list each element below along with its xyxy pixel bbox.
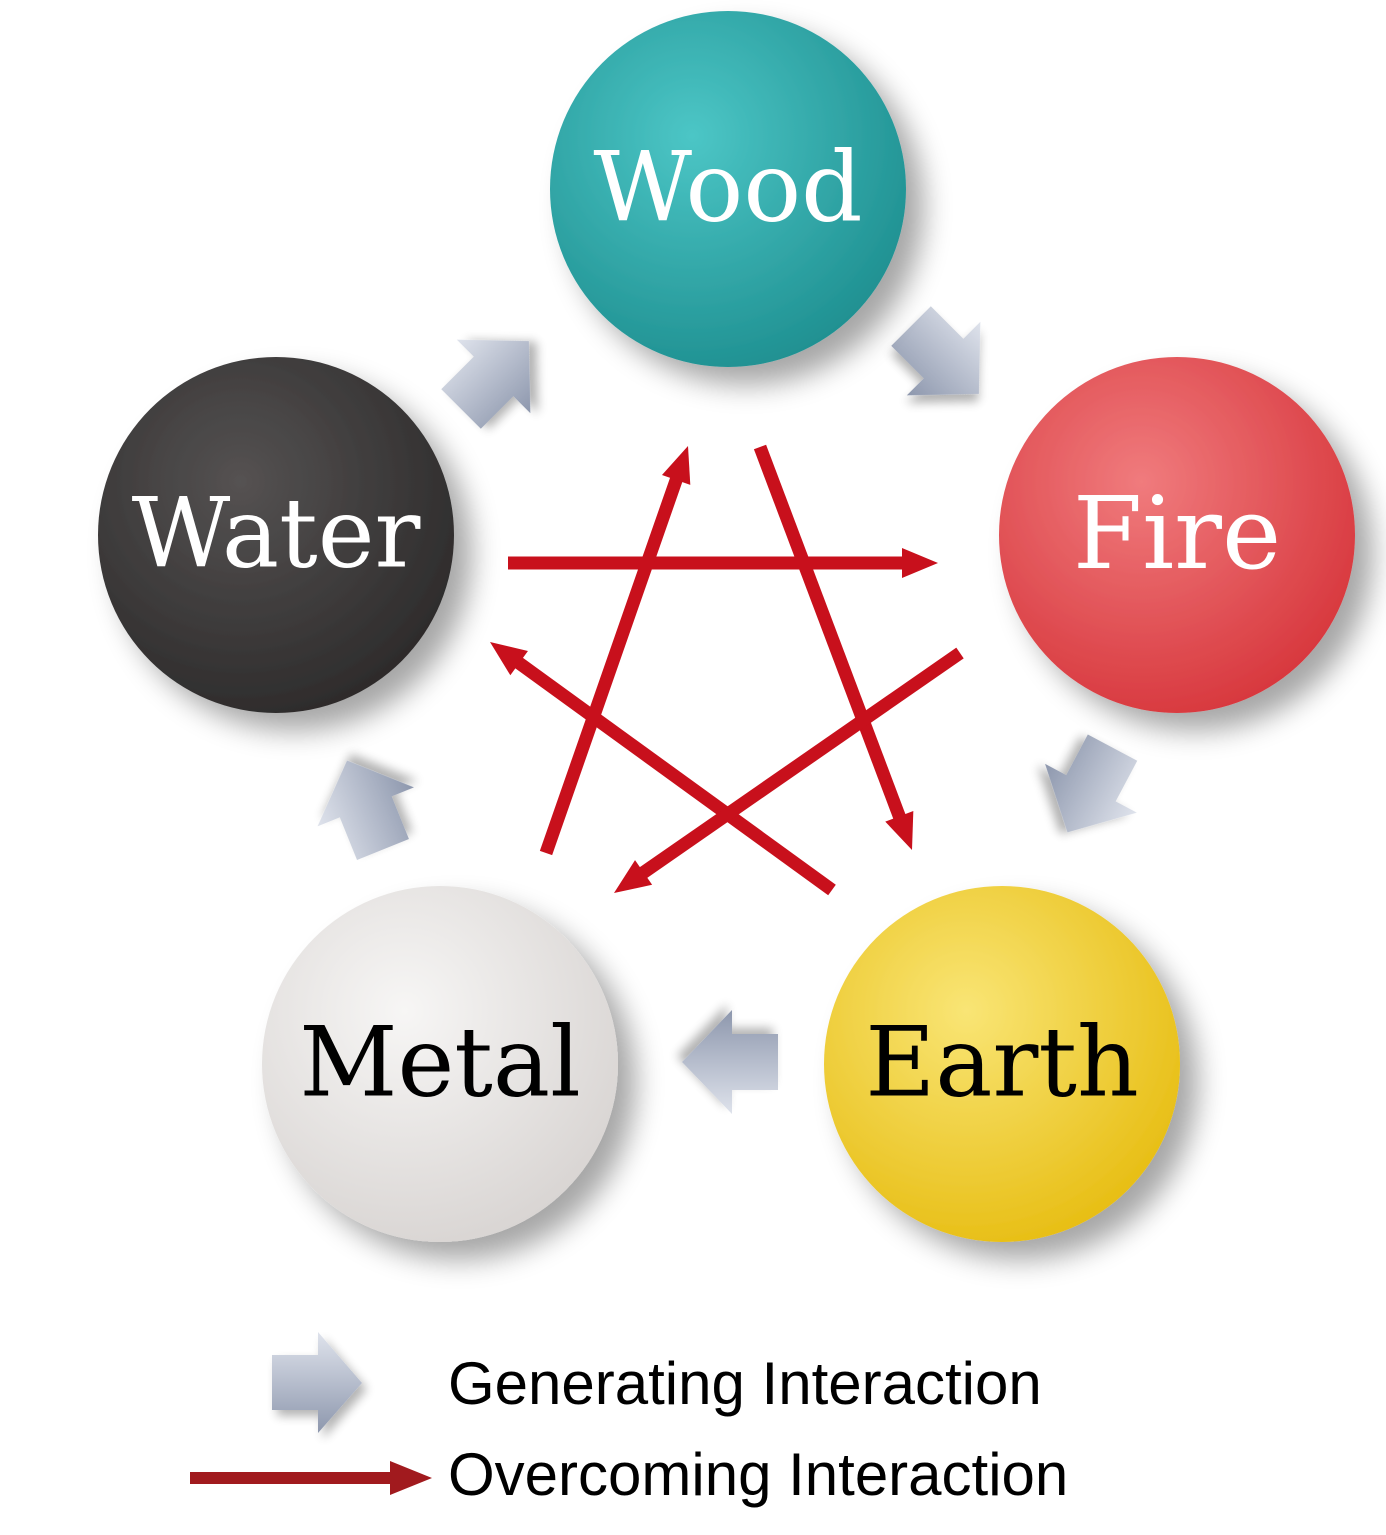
generating-arrow-water-wood <box>441 339 531 429</box>
earth-element: Earth <box>824 886 1180 1242</box>
wood-label: Wood <box>593 132 862 244</box>
water-element: Water <box>98 357 454 713</box>
metal-element: Metal <box>262 886 618 1242</box>
generating-arrows <box>317 306 1138 1114</box>
wood-element: Wood <box>550 11 906 367</box>
wood-circle <box>550 11 906 367</box>
generating-arrow-metal-water <box>317 760 414 860</box>
legend-overcoming-arrow-icon <box>190 1461 432 1495</box>
legend: Generating Interaction Overcoming Intera… <box>190 1332 1068 1508</box>
overcoming-arrow-wood-earth <box>753 444 914 850</box>
earth-circle <box>824 886 1180 1242</box>
overcoming-arrow-fire-metal <box>614 647 964 893</box>
legend-generating-arrow-icon <box>272 1332 362 1433</box>
generating-arrow-fire-earth <box>1045 734 1138 833</box>
water-circle <box>98 357 454 713</box>
earth-label: Earth <box>865 1007 1139 1119</box>
overcoming-arrow-water-fire <box>508 548 938 578</box>
legend-generating-label: Generating Interaction <box>448 1350 1042 1417</box>
overcoming-arrows <box>490 444 964 896</box>
element-circles: Wood Fire Earth Metal Water <box>98 11 1355 1242</box>
water-label: Water <box>132 478 421 590</box>
overcoming-arrow-metal-wood <box>539 446 691 856</box>
fire-label: Fire <box>1073 475 1281 592</box>
generating-arrow-earth-metal <box>682 1010 778 1114</box>
legend-overcoming-label: Overcoming Interaction <box>448 1441 1068 1508</box>
generating-arrow-wood-fire <box>891 306 981 396</box>
metal-circle <box>262 886 618 1242</box>
overcoming-arrow-earth-water <box>490 642 836 896</box>
metal-label: Metal <box>299 1007 581 1119</box>
fire-circle <box>999 357 1355 713</box>
fire-element: Fire <box>999 357 1355 713</box>
